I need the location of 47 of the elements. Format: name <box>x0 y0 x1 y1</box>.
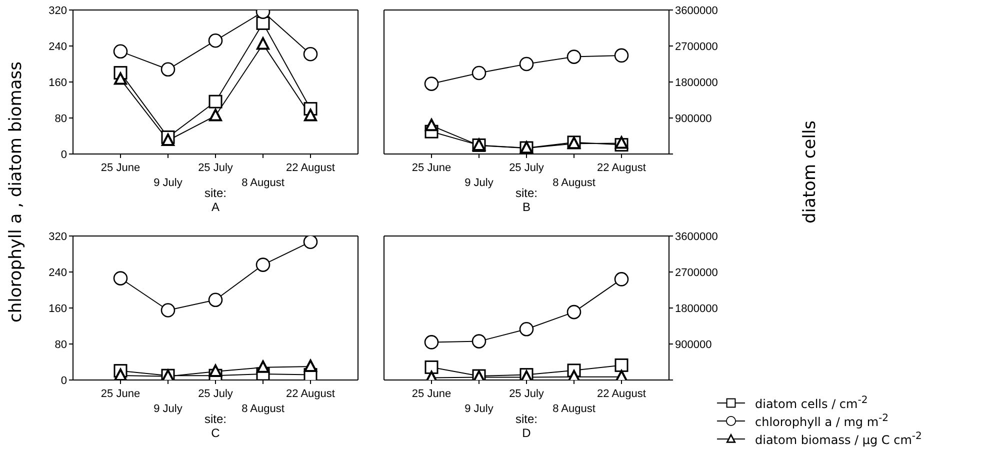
y-tick-label: 160 <box>48 302 67 315</box>
x-tick-label: 25 July <box>509 388 544 400</box>
x-axis-title: site: A <box>203 186 228 214</box>
x-tick-label: 9 July <box>464 403 494 415</box>
y2-tick-label: 1800000 <box>675 76 718 89</box>
x-axis-title: site: D <box>514 412 538 440</box>
x-tick-label: 25 June <box>412 162 452 174</box>
y2-tick-label: 900000 <box>675 112 712 125</box>
y-tick-label: 80 <box>54 338 67 351</box>
legend-label: diatom biomass / µg C cm$^{-2}$ <box>755 431 922 447</box>
y-tick-label: 240 <box>48 40 67 53</box>
y2-tick-label: 2700000 <box>675 40 718 53</box>
x-tick-label: 25 July <box>198 388 234 400</box>
x-tick-label: 22 August <box>597 388 646 400</box>
x-tick-label: 25 June <box>100 162 140 174</box>
y-tick-label: 80 <box>54 112 67 125</box>
x-axis-title: site: C <box>203 412 228 440</box>
x-tick-label: 8 August <box>552 177 596 189</box>
x-tick-label: 25 July <box>509 162 544 174</box>
x-tick-label: 22 August <box>597 162 646 174</box>
x-tick-label: 25 June <box>412 388 452 400</box>
x-tick-label: 9 July <box>464 177 494 189</box>
y2-tick-label: 3600000 <box>675 4 718 17</box>
x-tick-label: 9 July <box>154 403 183 415</box>
y-tick-label: 240 <box>48 266 67 279</box>
x-tick-label: 25 July <box>198 162 234 174</box>
x-tick-label: 8 August <box>552 403 596 415</box>
y2-tick-label: 1800000 <box>675 302 718 315</box>
x-axis-title: site: B <box>514 186 538 214</box>
y-axis-title: chlorophyll a , diatom biomass <box>6 62 26 322</box>
y2-tick-label: 3600000 <box>675 230 718 243</box>
y-tick-label: 0 <box>60 374 67 387</box>
y2-tick-label: 900000 <box>675 338 712 351</box>
legend-label: diatom cells / cm$^{-2}$ <box>755 395 868 411</box>
x-tick-label: 8 August <box>242 177 284 189</box>
y2-axis-title: diatom cells <box>800 120 820 224</box>
x-tick-label: 9 July <box>154 177 183 189</box>
legend-label: chlorophyll a / mg m$^{-2}$ <box>755 413 889 429</box>
y-tick-label: 160 <box>48 76 67 89</box>
x-tick-label: 22 August <box>286 388 335 400</box>
y-tick-label: 320 <box>48 230 67 243</box>
y-tick-label: 0 <box>60 148 67 161</box>
y2-tick-label: 2700000 <box>675 266 718 279</box>
x-tick-label: 8 August <box>242 403 284 415</box>
x-tick-label: 25 June <box>100 388 140 400</box>
x-tick-label: 22 August <box>286 162 335 174</box>
y-tick-label: 320 <box>48 4 67 17</box>
